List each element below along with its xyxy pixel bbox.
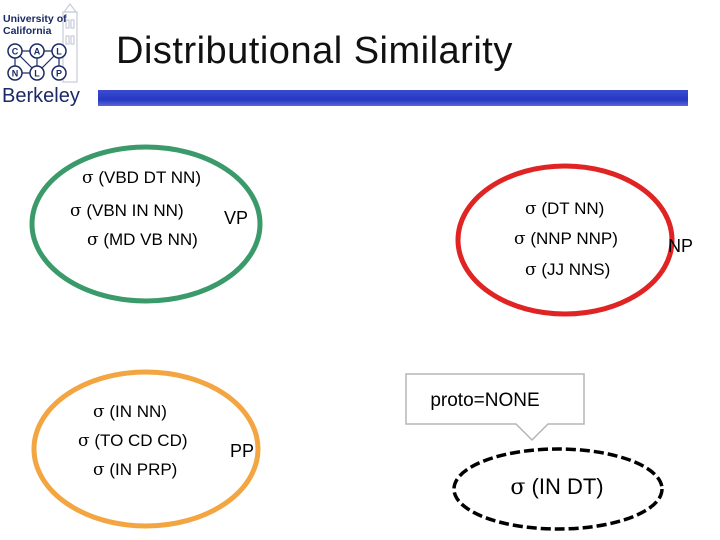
logo-line2: California <box>3 25 52 37</box>
title-underline-bar <box>98 90 688 106</box>
np-label: NP <box>668 236 694 256</box>
proto-callout-text: proto=NONE <box>430 390 540 411</box>
sigma-symbol: σ <box>87 230 99 250</box>
sigma-symbol: σ <box>525 199 537 219</box>
vp-item-3-text: (MD VB NN) <box>103 230 198 249</box>
vp-item-2: σ (VBN IN NN) <box>70 201 184 221</box>
pp-item-3: σ (IN PRP) <box>93 460 177 480</box>
vp-item-1: σ (VBD DT NN) <box>82 168 201 188</box>
logo-letter-l2: L <box>34 69 40 79</box>
logo-letter-a: A <box>34 47 41 57</box>
pp-item-3-text: (IN PRP) <box>109 460 178 479</box>
unassigned-item-text: (IN DT) <box>531 474 604 499</box>
pp-item-2-text: (TO CD CD) <box>94 431 188 450</box>
vp-item-1-text: (VBD DT NN) <box>98 168 201 187</box>
pp-label: PP <box>230 441 255 461</box>
pp-cluster-ellipse <box>31 369 261 529</box>
vp-cluster-ellipse <box>29 144 263 304</box>
vp-item-3: σ (MD VB NN) <box>87 230 198 250</box>
np-item-1-text: (DT NN) <box>541 199 605 218</box>
proto-callout-box <box>405 373 585 442</box>
np-item-1: σ (DT NN) <box>525 199 604 219</box>
sigma-symbol: σ <box>93 402 105 422</box>
vp-item-2-text: (VBN IN NN) <box>86 201 184 220</box>
sigma-symbol: σ <box>514 229 526 249</box>
pp-item-1-text: (IN NN) <box>109 402 167 421</box>
unassigned-item: σ (IN DT) <box>472 474 642 500</box>
sigma-symbol: σ <box>93 460 105 480</box>
sigma-symbol: σ <box>82 168 94 188</box>
sigma-symbol: σ <box>70 201 82 221</box>
logo-line1: University of <box>3 13 67 25</box>
np-item-2-text: (NNP NNP) <box>530 229 618 248</box>
slide-title: Distributional Similarity <box>116 30 513 72</box>
np-item-2: σ (NNP NNP) <box>514 229 618 249</box>
logo-letter-c: C <box>12 47 19 57</box>
np-item-3-text: (JJ NNS) <box>541 260 611 279</box>
pp-item-2: σ (TO CD CD) <box>78 431 188 451</box>
logo-letter-p: P <box>56 69 62 79</box>
vp-label: VP <box>224 208 249 228</box>
logo-letter-l: L <box>56 47 62 57</box>
sigma-symbol: σ <box>525 260 537 280</box>
unassigned-ellipse <box>452 447 664 531</box>
uc-berkeley-logo: University of California C A L N L P Ber… <box>0 0 100 108</box>
logo-letter-n: N <box>12 69 19 79</box>
logo-name: Berkeley <box>2 85 80 107</box>
np-cluster-ellipse <box>455 163 675 317</box>
sigma-symbol: σ <box>78 431 90 451</box>
np-item-3: σ (JJ NNS) <box>525 260 610 280</box>
sigma-symbol: σ <box>510 475 526 500</box>
pp-item-1: σ (IN NN) <box>93 402 167 422</box>
